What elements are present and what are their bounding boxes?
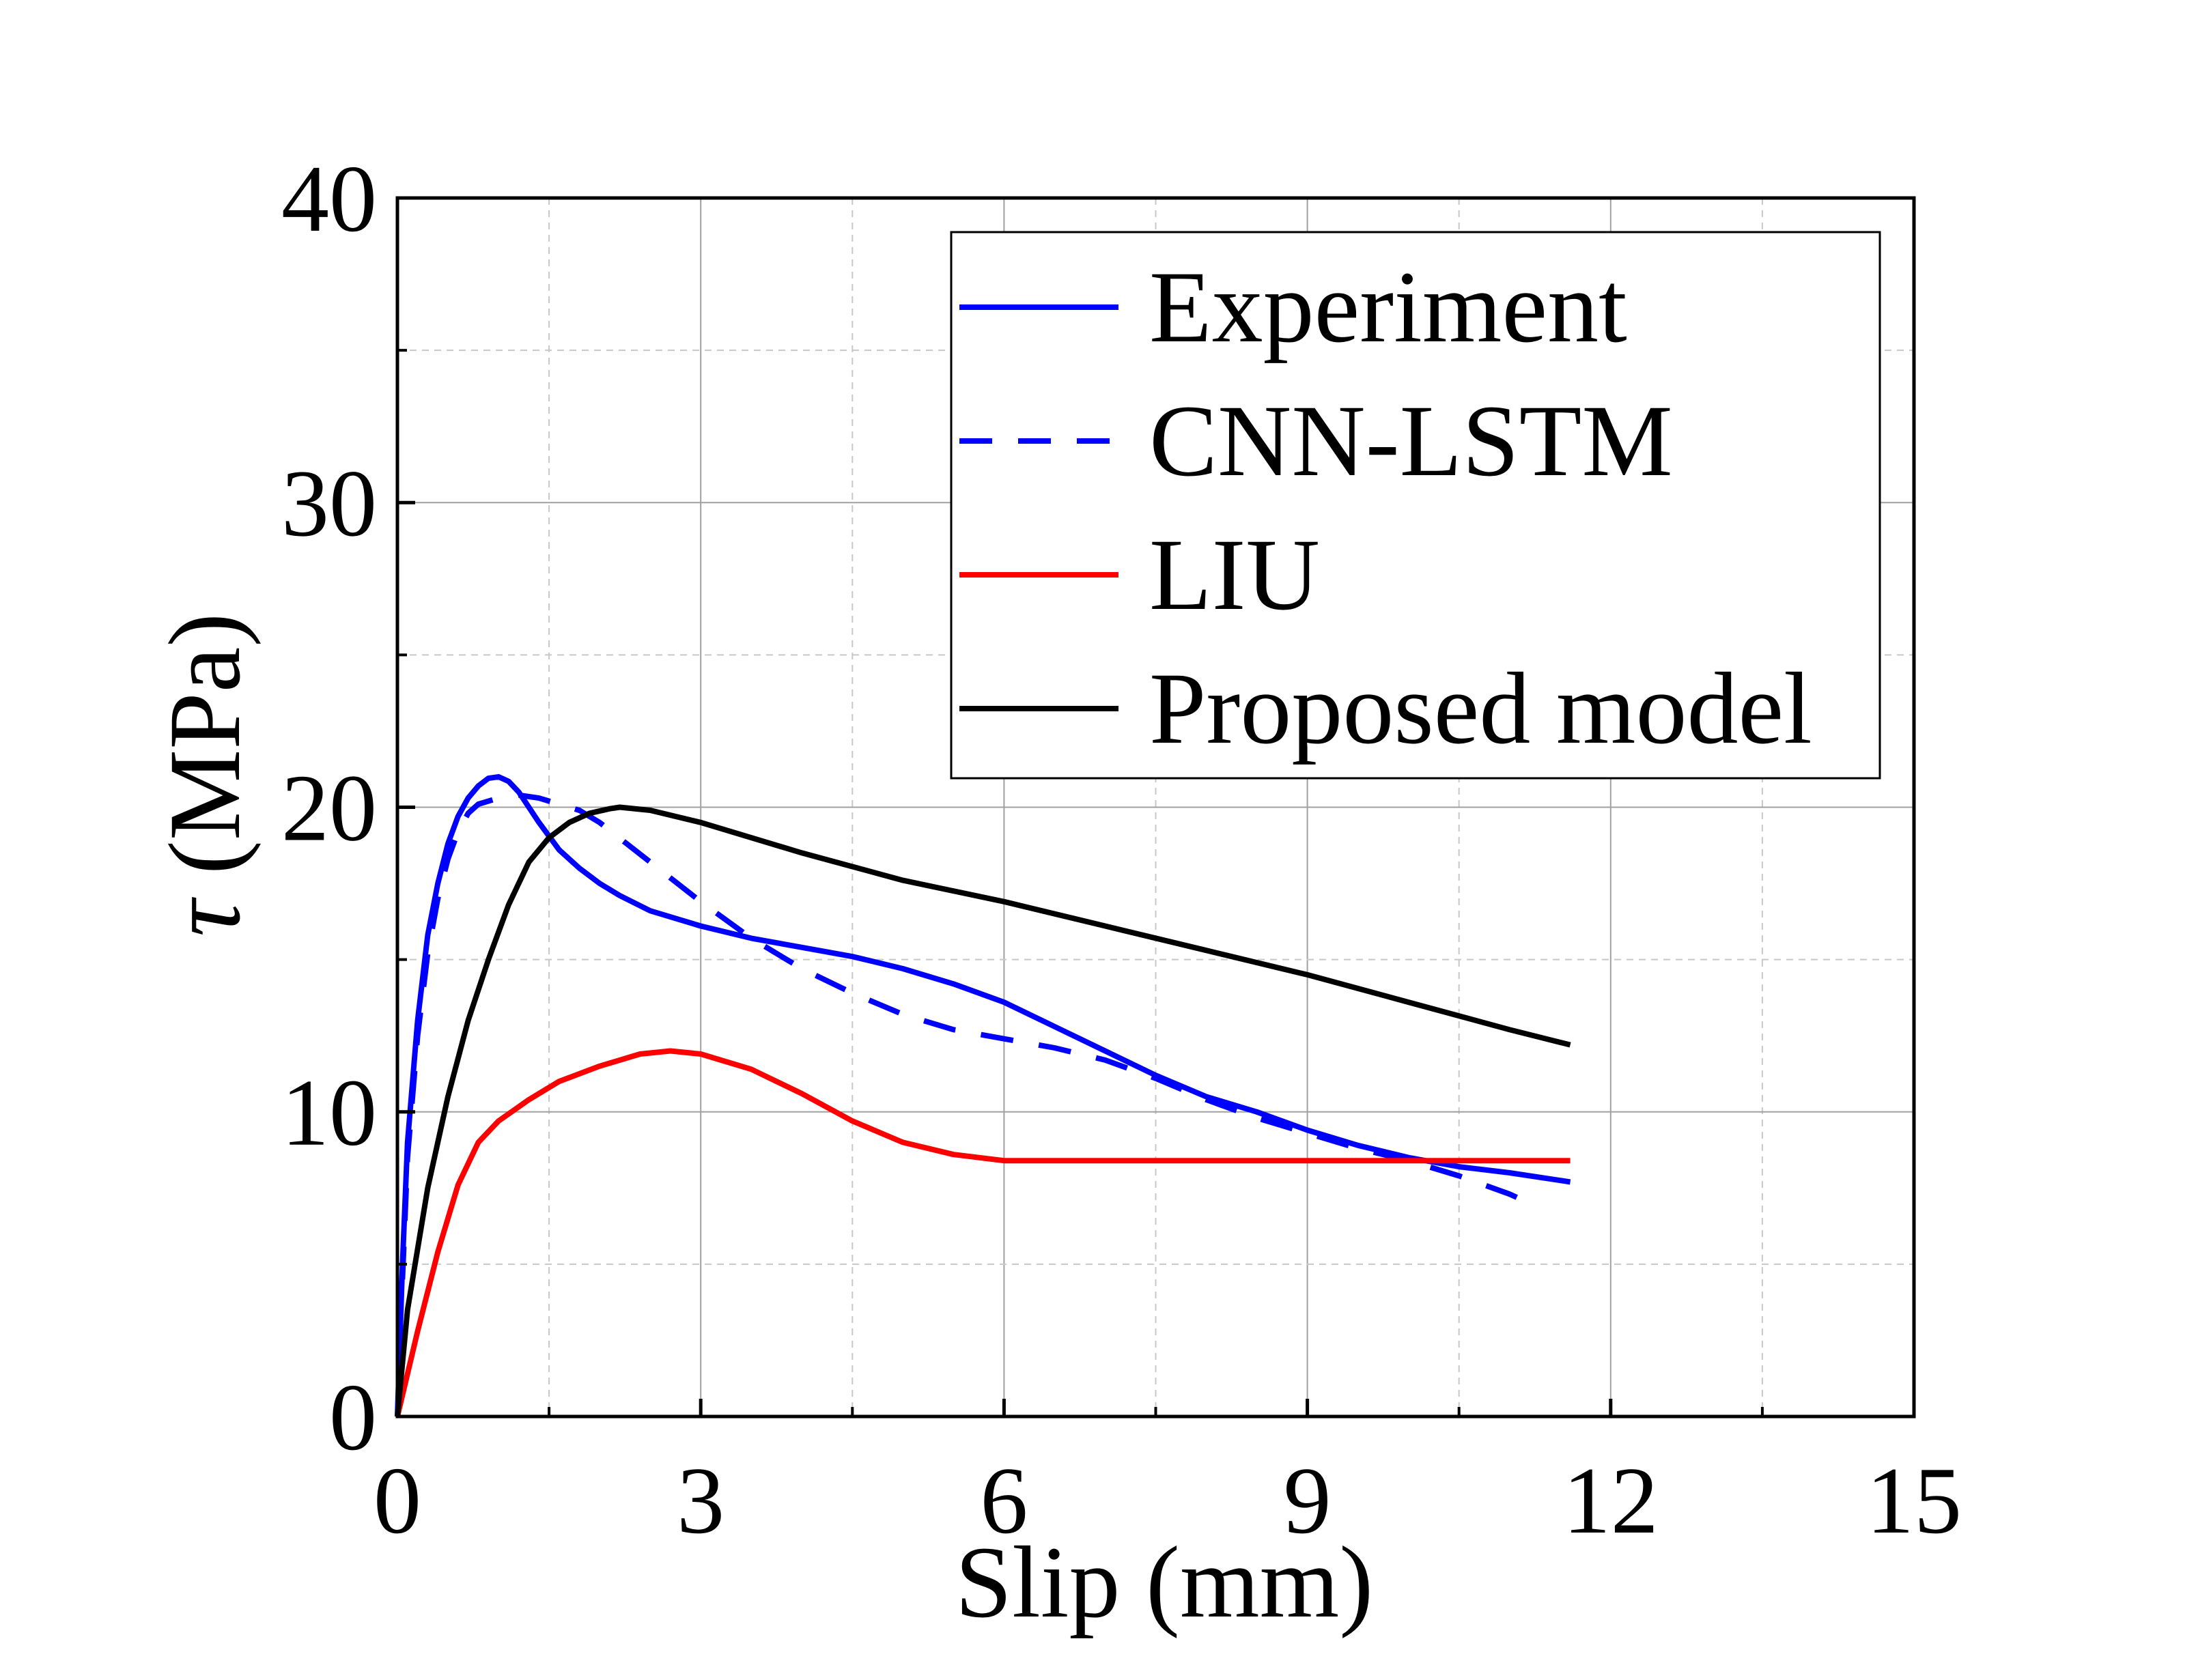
x-tick-label: 3 (677, 1448, 724, 1554)
x-tick-label: 12 (1563, 1448, 1659, 1554)
y-tick-label: 20 (281, 756, 377, 862)
y-tick-label: 0 (329, 1365, 377, 1470)
x-tick-label: 15 (1866, 1448, 1962, 1554)
legend-label: LIU (1149, 518, 1320, 631)
legend-label: CNN-LSTM (1149, 384, 1673, 498)
legend-label: Proposed model (1149, 652, 1812, 765)
x-tick-label: 9 (1284, 1448, 1332, 1554)
series-layer (395, 773, 1571, 1417)
series-line-2 (395, 1048, 1571, 1417)
y-axis-symbol: τ (148, 896, 262, 937)
y-tick-label: 30 (281, 451, 377, 556)
y-axis-unit: (MPa) (148, 613, 262, 900)
legend-label: Experiment (1149, 251, 1627, 364)
legend-box (950, 231, 1881, 780)
y-axis-label: τ (MPa) (148, 613, 262, 937)
series-line-3 (395, 804, 1571, 1417)
tick-labels: 0 3 6 9 12 15 0 10 20 30 40 (281, 146, 1962, 1554)
x-tick-label: 6 (980, 1448, 1028, 1554)
legend: Experiment CNN-LSTM LIU Proposed model (950, 231, 1881, 780)
x-axis-label: Slip (mm) (955, 1526, 1374, 1639)
y-tick-label: 40 (281, 146, 377, 252)
series-line-0 (395, 773, 1571, 1417)
x-tick-label: 0 (374, 1448, 421, 1554)
series-line-1 (399, 792, 1531, 1280)
ticks (395, 196, 1916, 1419)
y-tick-label: 10 (281, 1060, 377, 1166)
